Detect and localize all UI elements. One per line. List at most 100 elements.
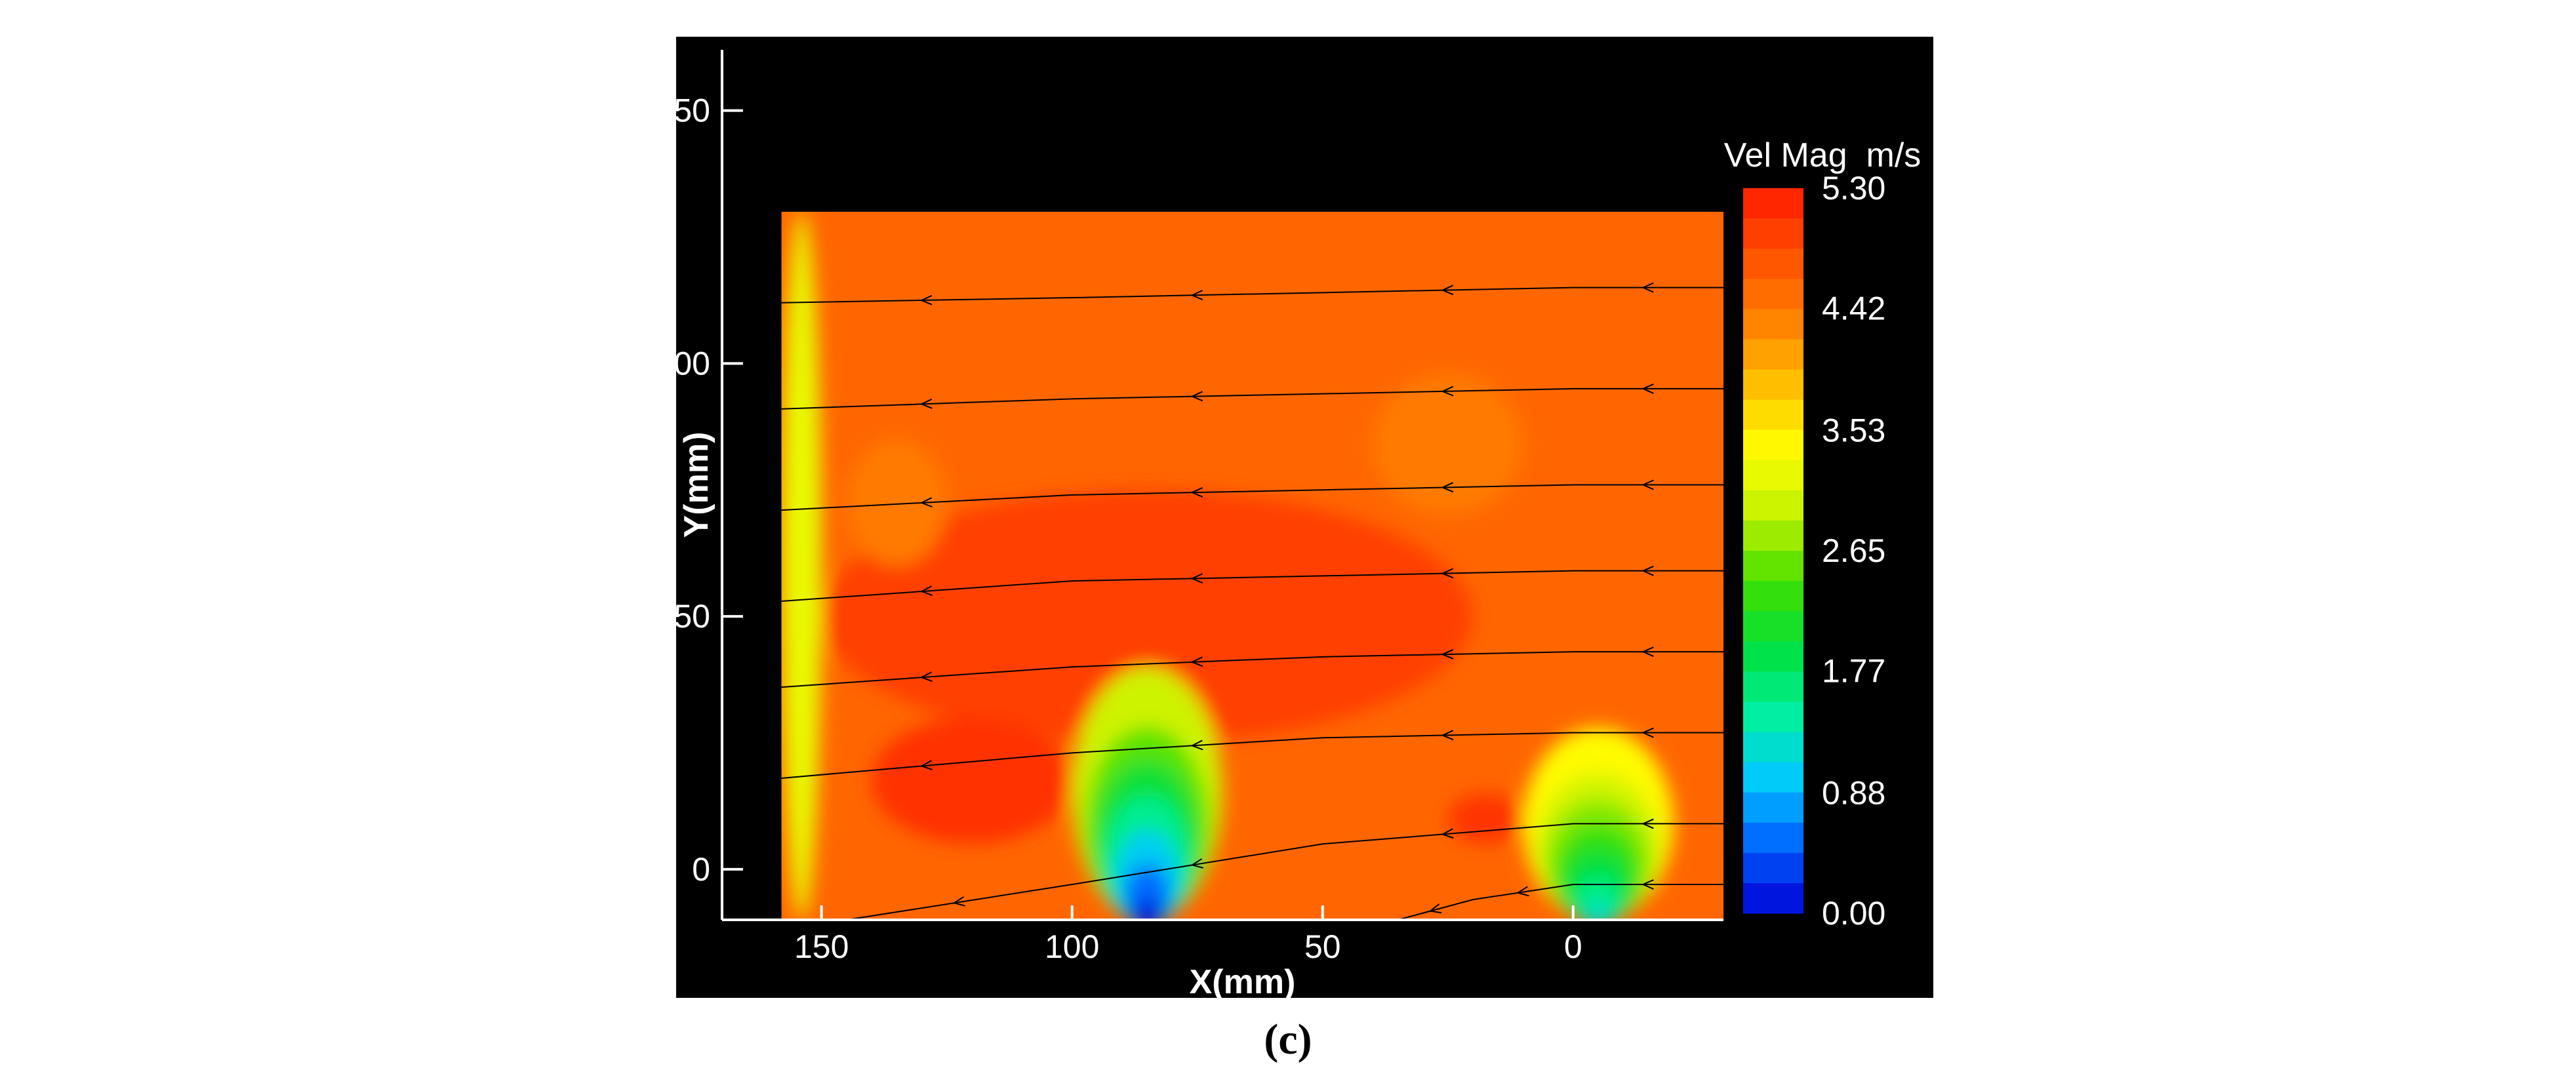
y-tick-label: 100 [676,345,710,382]
streamline [781,570,1723,602]
field-region [1124,863,1171,921]
colorbar-band [1743,551,1803,582]
x-tick-label: 100 [1045,928,1099,965]
velocity-field [781,211,1723,921]
streamline [781,287,1723,304]
field-region [1447,793,1523,844]
colorbar-band [1743,792,1803,823]
streamline-arrow [952,896,966,907]
field-region [1575,877,1622,921]
colorbar-tick-label: 0.00 [1822,895,1885,932]
colorbar-band [1743,671,1803,703]
colorbar-band [1743,822,1803,854]
streamline-arrow [1441,482,1454,493]
streamline [781,732,1723,779]
colorbar-band [1743,188,1803,219]
streamline-arrow [1441,386,1454,397]
colorbar-bands [1743,188,1803,914]
streamline-arrow [1641,282,1654,293]
figure-panel: 150 100 50 0 0 50 100 150 X(mm) Y(mm) Vel Mag m… [676,37,1933,998]
axes: 150 100 50 0 0 50 100 150 [676,50,1723,965]
streamline-arrow [1641,818,1654,829]
field-region [846,439,947,566]
colorbar-tick-label: 1.77 [1822,653,1885,690]
x-tick-label: 50 [1304,928,1341,965]
colorbar-tick-label: 4.42 [1822,290,1885,327]
colorbar-labels: 5.30 4.42 3.53 2.65 1.77 0.88 0.00 [1822,170,1885,932]
x-tick-label: 150 [794,928,849,965]
colorbar-band [1743,882,1803,914]
colorbar-tick-label: 0.88 [1822,774,1885,811]
streamline-arrow [1190,290,1203,300]
colorbar-band [1743,611,1803,642]
streamline-arrow [1441,285,1454,296]
streamline-arrow [919,585,933,596]
streamline [1398,883,1723,921]
panel-caption: (c) [0,1015,2576,1065]
field-region [781,212,822,920]
streamline-arrow [919,671,933,683]
colorbar-band [1743,490,1803,521]
streamline-arrow [1641,727,1654,738]
streamline-arrow [1641,383,1654,394]
field-region [1133,898,1161,921]
y-tick-label: 150 [676,92,710,129]
y-tick-label: 0 [692,851,710,888]
y-tick-label: 50 [676,598,710,635]
streamline-arrow [1441,828,1454,839]
colorbar-band [1743,248,1803,279]
streamline-arrow [919,398,933,409]
streamline-arrow [919,294,933,306]
colorbar-band [1743,581,1803,612]
streamline-arrow [1441,648,1454,660]
streamline-arrow [1190,487,1203,498]
contour-chart: 150 100 50 0 0 50 100 150 X(mm) Y(mm) Vel Mag m… [676,50,1922,998]
streamline-arrow [1441,730,1454,741]
colorbar-band [1743,732,1803,763]
field-region [1373,373,1523,515]
streamline [781,484,1723,511]
streamline-arrow [1641,479,1654,490]
x-axis-title: X(mm) [1190,963,1296,998]
colorbar-band [1743,460,1803,491]
colorbar-band [1743,339,1803,370]
streamline-arrow [1190,740,1203,751]
colorbar-band [1743,641,1803,672]
colorbar-band [1743,702,1803,733]
streamline-arrow [1441,568,1454,579]
streamline-arrow [1641,879,1654,890]
field-region [821,490,1473,743]
streamline-arrow [1641,565,1654,576]
colorbar-title: Vel Mag m/s [1724,136,1922,174]
streamline-arrow [919,497,933,508]
colorbar-band [1743,520,1803,551]
colorbar-band [1743,852,1803,884]
field-region [872,717,1072,844]
streamline-arrow [1190,391,1203,402]
colorbar-band [1743,279,1803,309]
colorbar: Vel Mag m/s 5.30 4.42 3.53 2.65 1.77 0.88 0.00 [1724,136,1922,932]
field-region [1584,903,1612,921]
streamline [781,387,1723,410]
streamline-arrow [919,760,933,770]
colorbar-band [1743,218,1803,249]
colorbar-band [1743,762,1803,793]
streamline-arrow [1190,656,1203,667]
streamline-arrow [1641,646,1654,658]
x-tick-label: 0 [1564,928,1582,965]
streamline [781,651,1723,688]
streamlines [781,282,1723,921]
streamline-arrow [1190,858,1203,869]
streamline [846,823,1723,921]
colorbar-band [1743,309,1803,340]
colorbar-band [1743,399,1803,431]
streamline-arrow [1516,886,1529,897]
colorbar-tick-label: 3.53 [1822,412,1885,448]
colorbar-band [1743,369,1803,401]
caption-text: (c) [1264,1016,1312,1063]
colorbar-band [1743,429,1803,461]
field-regions [781,212,1674,921]
colorbar-tick-label: 2.65 [1822,532,1885,569]
streamline-arrow [1190,573,1203,584]
colorbar-tick-label: 5.30 [1822,170,1885,207]
